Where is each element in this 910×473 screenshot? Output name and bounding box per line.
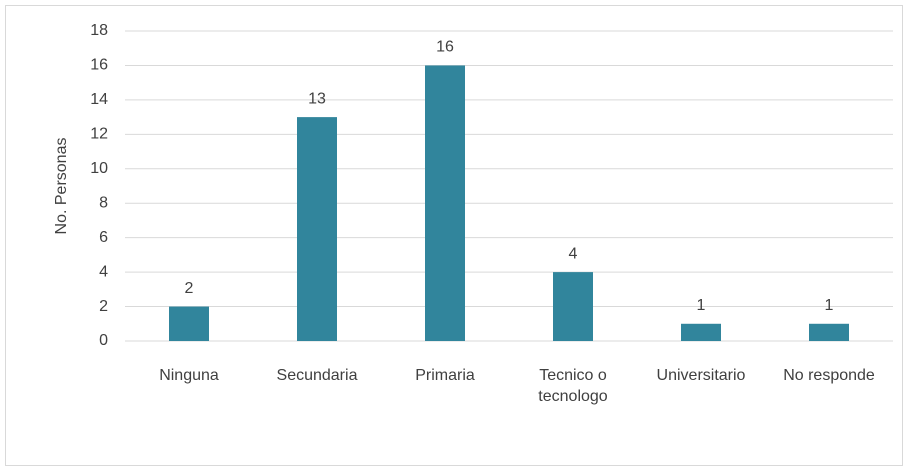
y-tick-label: 18 xyxy=(90,22,108,39)
bar xyxy=(169,306,209,341)
bar xyxy=(809,323,849,341)
x-tick-label: Ninguna xyxy=(159,367,219,384)
y-tick-label: 0 xyxy=(99,332,108,349)
x-tick-label: Secundaria xyxy=(276,367,358,384)
bar xyxy=(553,272,593,341)
y-tick-label: 10 xyxy=(90,160,108,177)
y-tick-label: 12 xyxy=(90,126,108,143)
x-tick-label: Primaria xyxy=(415,367,475,384)
data-label: 4 xyxy=(569,245,578,262)
y-axis-label: No. Personas xyxy=(53,138,70,235)
y-tick-label: 8 xyxy=(99,194,108,211)
x-tick-label: No responde xyxy=(783,367,875,384)
data-label: 1 xyxy=(825,297,834,314)
data-label: 2 xyxy=(185,280,194,297)
y-tick-label: 4 xyxy=(99,263,108,280)
y-tick-label: 16 xyxy=(90,57,108,74)
bar xyxy=(297,117,337,341)
data-label: 16 xyxy=(436,39,454,56)
y-tick-label: 2 xyxy=(99,298,108,315)
y-tick-label: 6 xyxy=(99,229,108,246)
bar xyxy=(681,323,721,341)
data-label: 13 xyxy=(308,90,326,107)
data-label: 1 xyxy=(697,297,706,314)
x-tick-label: Universitario xyxy=(656,367,746,384)
y-tick-label: 14 xyxy=(90,91,108,108)
chart-border xyxy=(5,5,903,466)
x-tick-label: Tecnico o tecnologo xyxy=(538,367,608,405)
bar xyxy=(425,65,465,341)
